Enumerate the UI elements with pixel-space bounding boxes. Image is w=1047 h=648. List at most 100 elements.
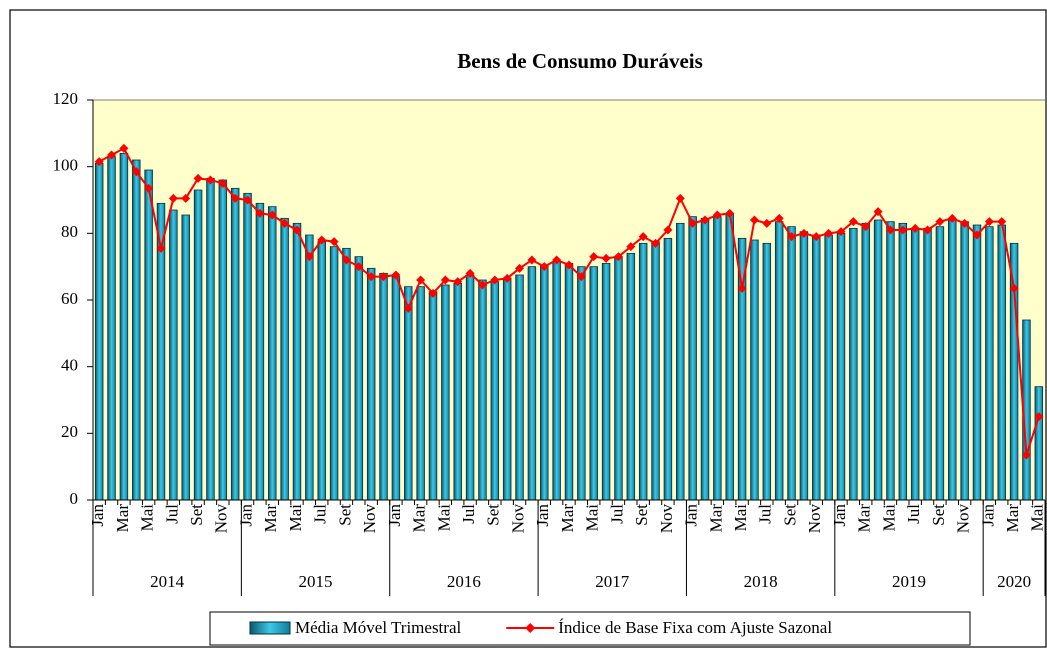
bar <box>453 282 462 501</box>
marker <box>848 217 858 227</box>
marker <box>391 270 401 280</box>
bar <box>725 212 734 501</box>
bar <box>626 252 636 501</box>
marker <box>168 193 178 203</box>
bar <box>428 291 438 501</box>
bar <box>515 274 524 501</box>
bar <box>107 156 116 501</box>
bar <box>564 262 574 501</box>
bar <box>379 272 388 501</box>
bar <box>94 162 104 501</box>
marker <box>440 275 450 285</box>
bar <box>132 159 141 501</box>
bar <box>960 221 969 501</box>
bar <box>193 189 203 501</box>
x-tick-label: Jul <box>162 504 181 524</box>
marker <box>675 193 685 203</box>
bar <box>441 284 450 501</box>
bar <box>972 224 982 501</box>
bar <box>898 222 908 501</box>
marker <box>997 217 1007 227</box>
marker <box>267 210 277 220</box>
marker <box>626 242 636 252</box>
group-label: 2019 <box>892 572 926 591</box>
bar <box>985 226 994 501</box>
marker <box>712 210 722 220</box>
marker <box>156 243 166 253</box>
bar <box>1009 242 1019 501</box>
y-tick-label: 40 <box>61 356 78 375</box>
marker <box>1021 450 1031 460</box>
legend-box <box>209 611 971 646</box>
marker <box>341 255 351 265</box>
legend-label: Índice de Base Fixa com Ajuste Sazonal <box>558 618 832 637</box>
bar <box>552 261 561 501</box>
marker <box>947 213 957 223</box>
bar <box>601 262 611 501</box>
x-tick-label: Mai <box>879 504 898 532</box>
marker <box>515 263 525 273</box>
group-label: 2017 <box>595 572 630 591</box>
marker <box>218 178 228 188</box>
marker <box>1034 412 1044 422</box>
marker <box>564 260 574 270</box>
y-tick-label: 60 <box>61 289 78 308</box>
bar <box>292 222 302 501</box>
marker <box>366 272 376 282</box>
bar <box>490 281 500 501</box>
bar <box>676 222 685 501</box>
bar <box>836 232 846 501</box>
marker <box>552 255 562 265</box>
marker <box>898 225 908 235</box>
marker <box>960 218 970 228</box>
x-tick-label: Set <box>780 504 799 526</box>
marker <box>354 262 364 272</box>
x-tick-label: Jan <box>533 504 552 527</box>
x-tick-label: Set <box>632 504 651 526</box>
x-tick-label: Mar <box>1003 504 1022 533</box>
marker <box>836 227 846 237</box>
x-tick-label: Nov <box>954 504 973 534</box>
bar <box>218 179 228 501</box>
x-tick-label: Nov <box>360 504 379 534</box>
bar <box>181 214 190 501</box>
marker <box>181 193 191 203</box>
group-label: 2018 <box>744 572 778 591</box>
bar <box>997 224 1006 501</box>
bar <box>886 221 895 501</box>
bar <box>910 227 920 501</box>
x-tick-label: Jan <box>830 504 849 527</box>
bar <box>577 266 586 501</box>
marker <box>663 225 673 235</box>
y-tick-label: 120 <box>53 89 79 108</box>
marker <box>576 272 586 282</box>
x-tick-label: Mai <box>583 504 602 532</box>
bar <box>589 266 598 501</box>
bar <box>540 264 549 501</box>
x-tick-label: Set <box>335 504 354 526</box>
x-tick-label: Jul <box>311 504 330 524</box>
marker <box>885 225 895 235</box>
marker <box>243 195 253 205</box>
marker <box>280 218 290 228</box>
marker <box>923 225 933 235</box>
x-tick-label: Mai <box>434 504 453 532</box>
marker <box>749 215 759 225</box>
marker <box>527 255 537 265</box>
y-tick-label: 100 <box>53 156 79 175</box>
marker <box>984 217 994 227</box>
bar <box>144 169 153 501</box>
x-tick-label: Set <box>929 504 948 526</box>
bar <box>317 241 326 501</box>
legend-label: Média Móvel Trimestral <box>295 618 461 637</box>
marker <box>811 232 821 242</box>
bar <box>280 217 289 501</box>
x-tick-label: Jan <box>385 504 404 527</box>
bar <box>614 256 623 501</box>
legend-marker <box>525 623 536 633</box>
marker <box>379 272 389 282</box>
x-tick-label: Nov <box>508 504 527 534</box>
bar <box>416 286 425 501</box>
x-tick-label: Mar <box>261 504 280 533</box>
